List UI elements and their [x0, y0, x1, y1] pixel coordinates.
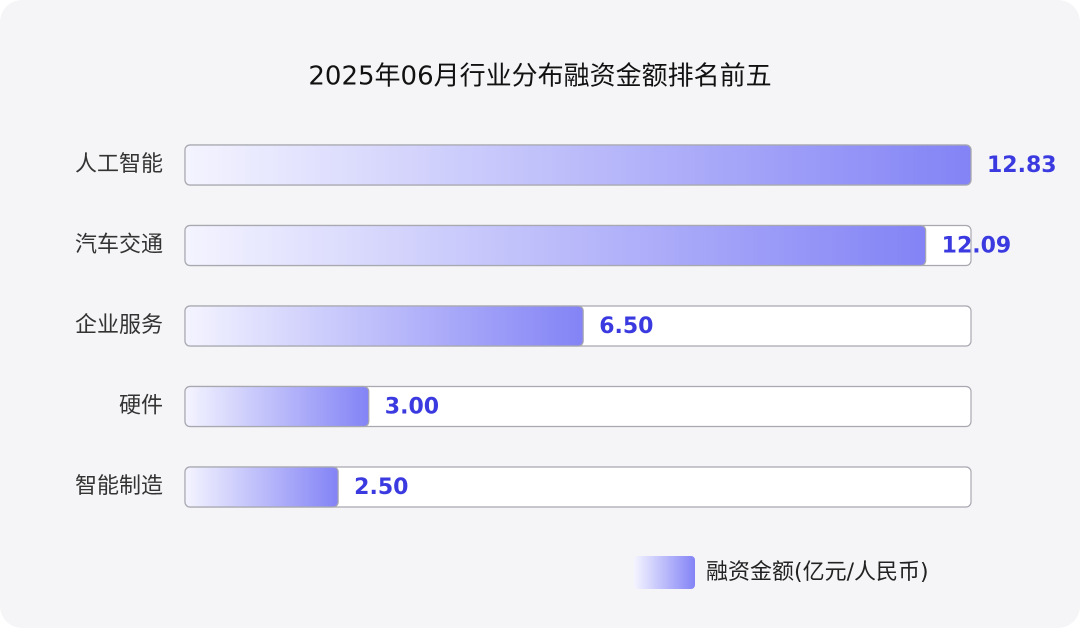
value-label: 12.09: [942, 234, 1012, 259]
y-tick-label: 智能制造: [75, 474, 163, 499]
bar: [184, 305, 584, 347]
legend-swatch: [634, 556, 695, 589]
y-tick-label: 汽车交通: [75, 233, 163, 258]
value-label: 3.00: [385, 395, 439, 420]
legend-label: 融资金额(亿元/人民币): [706, 560, 929, 585]
bar: [184, 144, 972, 186]
y-tick-label: 硬件: [119, 394, 163, 419]
chart-title: 2025年06月行业分布融资金额排名前五: [308, 62, 771, 92]
y-tick-label: 人工智能: [75, 152, 163, 177]
value-label: 2.50: [354, 475, 408, 500]
bar: [184, 385, 370, 428]
y-tick-label: 企业服务: [75, 313, 163, 338]
bar: [184, 466, 339, 508]
bar: [184, 224, 927, 267]
value-label: 6.50: [599, 314, 653, 339]
value-label: 12.83: [987, 153, 1057, 178]
